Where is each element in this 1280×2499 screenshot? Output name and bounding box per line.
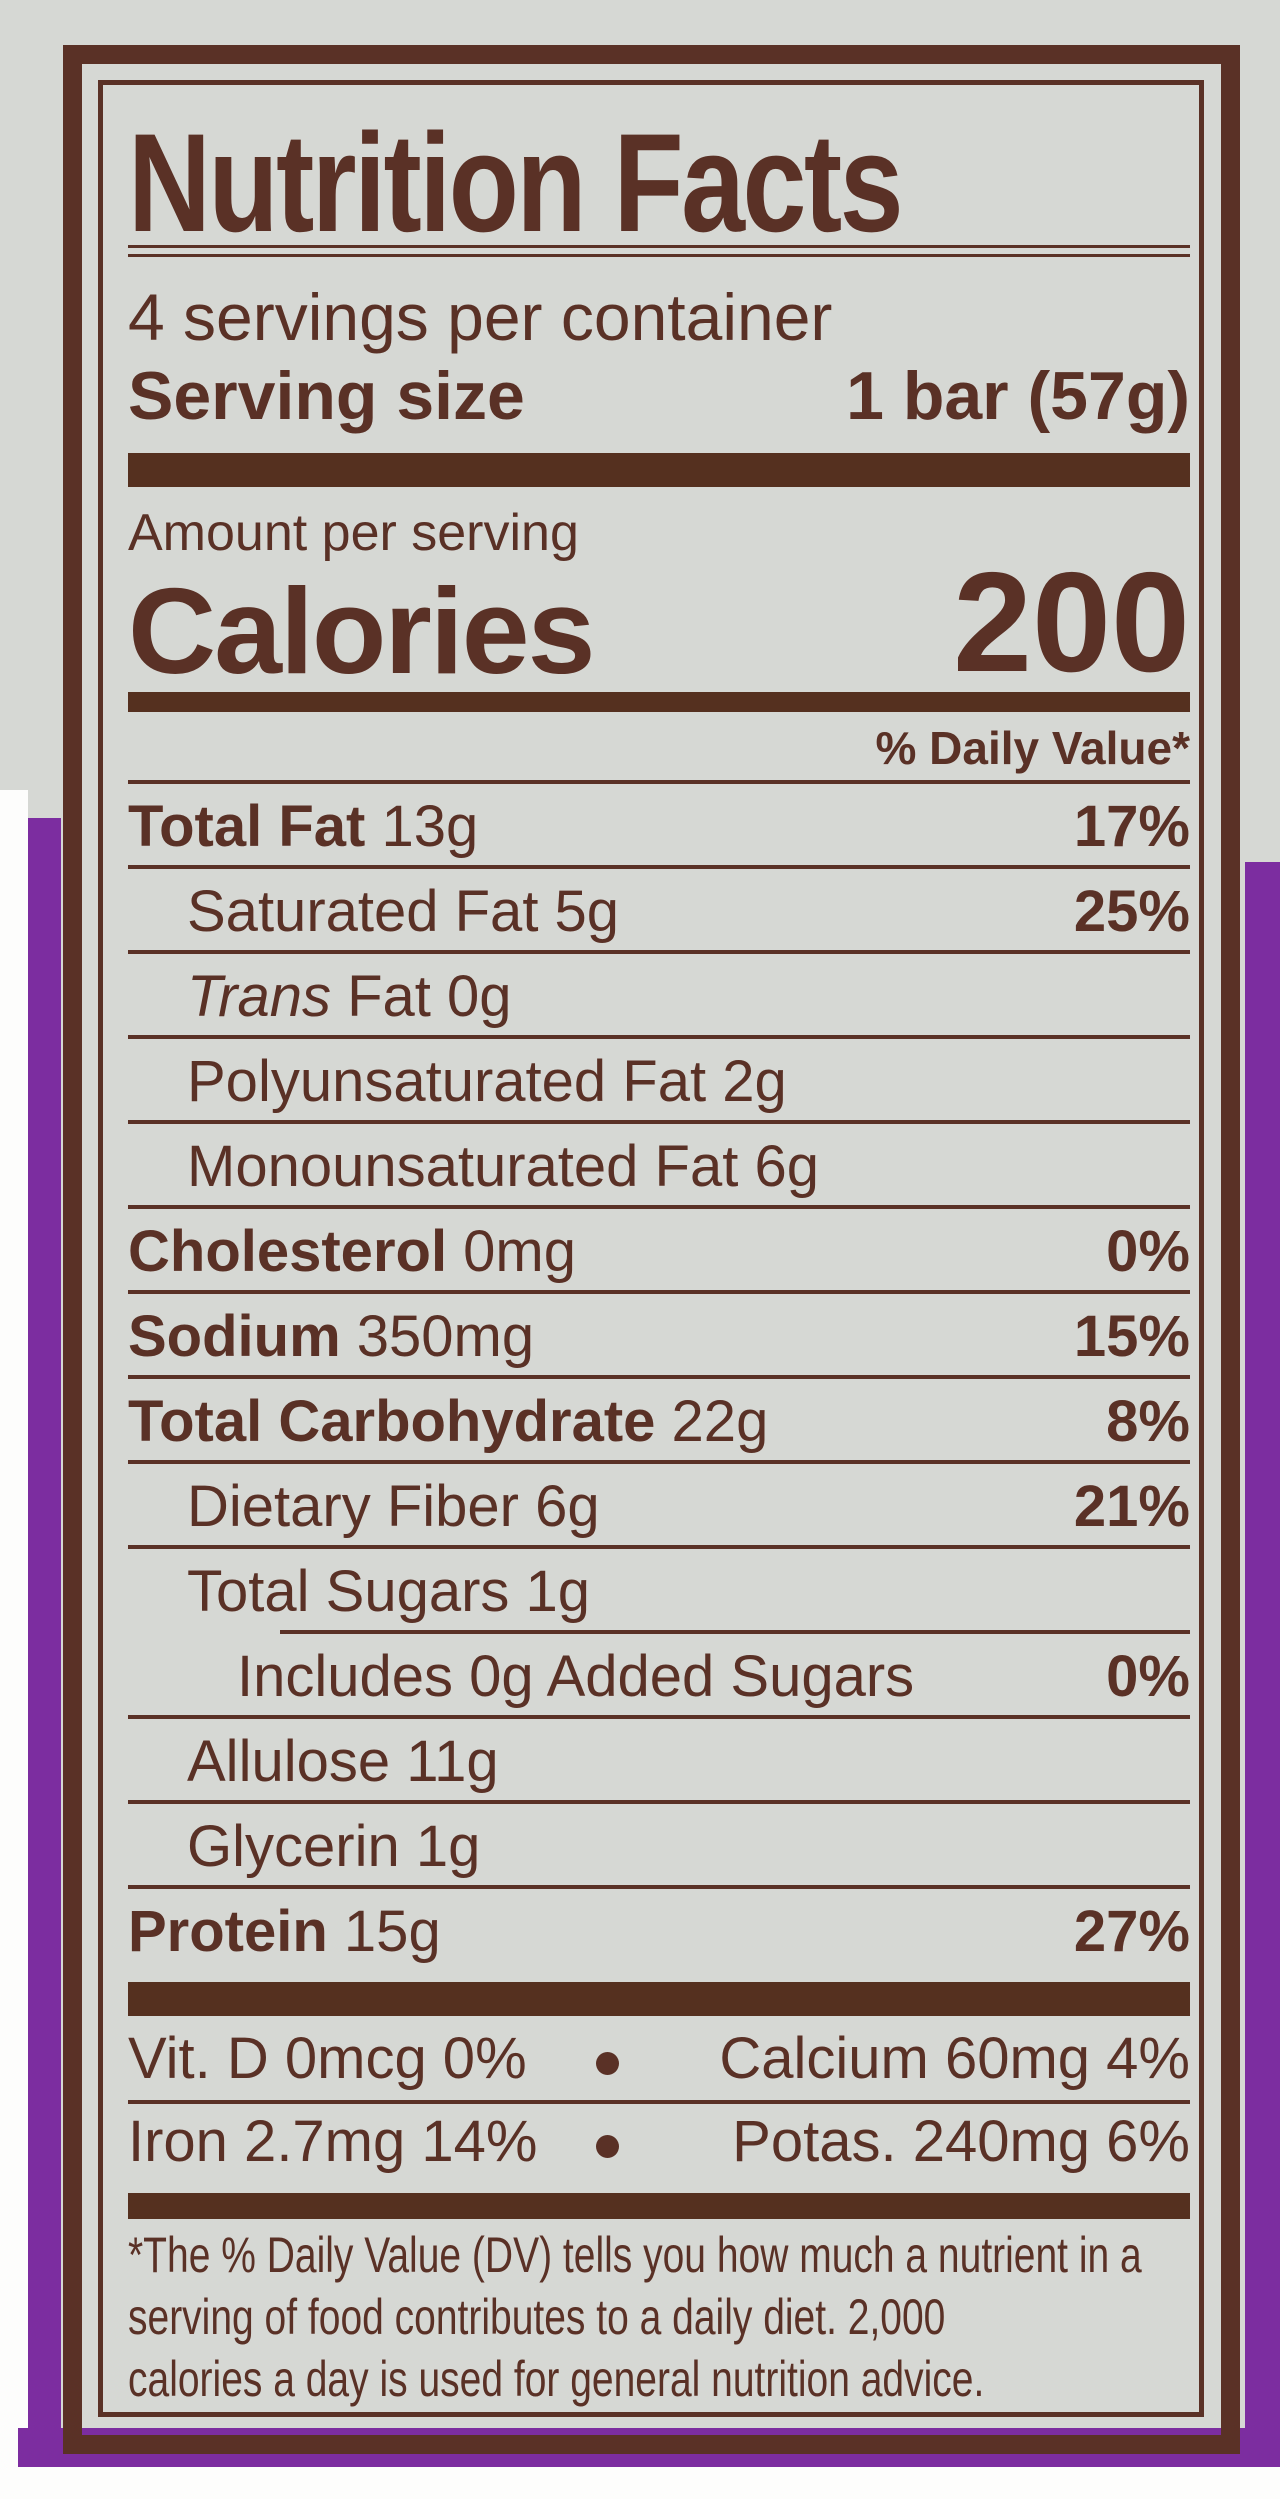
nutrient-row: Includes 0g Added Sugars — [237, 1644, 915, 1709]
nutrient-row: Sodium 350mg — [128, 1304, 535, 1369]
nutrient-row: Cholesterol 0mg — [128, 1219, 577, 1284]
serving-size-value: 1 bar (57g) — [846, 358, 1190, 434]
bullet-icon — [596, 2052, 619, 2075]
divider-rule — [280, 1630, 1190, 1634]
nutrient-row: Saturated Fat 5g — [187, 879, 620, 944]
calories-divider — [128, 692, 1190, 712]
divider-rule — [128, 1800, 1190, 1804]
divider-rule — [128, 780, 1190, 784]
scan-edge-left — [0, 790, 28, 2499]
daily-value-percent: 0% — [1106, 1644, 1190, 1709]
divider-rule — [128, 1885, 1190, 1889]
amount-per-serving: Amount per serving — [128, 504, 579, 562]
divider-rule — [128, 2100, 1190, 2104]
serving-size-label: Serving size — [128, 358, 525, 434]
thick-divider-protein — [128, 1982, 1190, 2016]
nutrient-row: Total Sugars 1g — [187, 1559, 591, 1624]
footnote-line: *The % Daily Value (DV) tells you how mu… — [128, 2227, 1142, 2283]
title-divider — [128, 245, 1190, 257]
micronutrient-calcium: Calcium 60mg 4% — [719, 2026, 1190, 2091]
divider-rule — [128, 1715, 1190, 1719]
divider-rule — [128, 865, 1190, 869]
divider-rule — [128, 1545, 1190, 1549]
nutrient-row: Glycerin 1g — [187, 1814, 481, 1879]
servings-per-container: 4 servings per container — [128, 280, 833, 354]
daily-value-percent: 25% — [1073, 879, 1190, 944]
divider-rule — [128, 1375, 1190, 1379]
scan-edge-bottom — [0, 2467, 1280, 2499]
daily-value-header: % Daily Value* — [875, 722, 1191, 774]
daily-value-percent: 21% — [1073, 1474, 1190, 1539]
label-outer-border — [63, 45, 1240, 2454]
daily-value-percent: 17% — [1073, 794, 1190, 859]
daily-value-percent: 15% — [1073, 1304, 1190, 1369]
thick-divider-footnote — [128, 2193, 1190, 2219]
label-inner-border — [98, 80, 1204, 2417]
calories-label: Calories — [128, 563, 595, 699]
micronutrient-iron: Iron 2.7mg 14% — [128, 2109, 538, 2174]
nutrient-row: Total Carbohydrate 22g — [128, 1389, 769, 1454]
daily-value-percent: 8% — [1106, 1389, 1190, 1454]
divider-rule — [128, 1290, 1190, 1294]
micronutrient-vitd: Vit. D 0mcg 0% — [128, 2026, 527, 2091]
nutrient-row: Polyunsaturated Fat 2g — [187, 1049, 787, 1114]
nutrient-row: Dietary Fiber 6g — [187, 1474, 600, 1539]
label-title: Nutrition Facts — [128, 113, 1071, 253]
nutrient-row: Total Fat 13g — [128, 794, 479, 859]
nutrient-row: Monounsaturated Fat 6g — [187, 1134, 819, 1199]
nutrient-row: Allulose 11g — [187, 1729, 499, 1794]
daily-value-percent: 27% — [1073, 1899, 1190, 1964]
calories-value: 200 — [953, 543, 1190, 702]
footnote-line: serving of food contributes to a daily d… — [128, 2289, 946, 2345]
package-edge-right — [1245, 862, 1280, 2467]
package-edge-left — [28, 818, 61, 2467]
micronutrient-potassium: Potas. 240mg 6% — [732, 2109, 1190, 2174]
daily-value-percent: 0% — [1106, 1219, 1190, 1284]
nutrient-row: Protein 15g — [128, 1899, 441, 1964]
footnote-line: calories a day is used for general nutri… — [128, 2351, 985, 2407]
divider-rule — [128, 950, 1190, 954]
label-title-text: Nutrition Facts — [128, 104, 904, 261]
divider-rule — [128, 1460, 1190, 1464]
divider-rule — [128, 1035, 1190, 1039]
nutrient-row: Trans Fat 0g — [187, 964, 512, 1029]
thick-divider-top — [128, 453, 1190, 487]
bullet-icon — [596, 2135, 619, 2158]
divider-rule — [128, 1205, 1190, 1209]
divider-rule — [128, 1120, 1190, 1124]
